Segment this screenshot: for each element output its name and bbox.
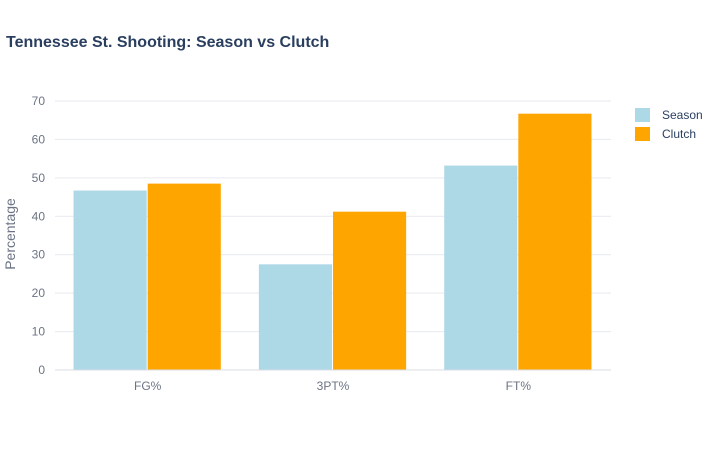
bar-clutch-1[interactable] xyxy=(333,211,407,370)
legend-swatch-clutch[interactable] xyxy=(635,127,650,141)
bar-clutch-0[interactable] xyxy=(147,183,221,370)
chart-title: Tennessee St. Shooting: Season vs Clutch xyxy=(6,34,330,51)
y-tick-label: 30 xyxy=(32,248,46,262)
y-tick-label: 40 xyxy=(32,209,46,223)
x-tick-label: FT% xyxy=(506,379,532,393)
legend-swatch-season[interactable] xyxy=(635,108,650,122)
bar-season-0[interactable] xyxy=(73,190,147,370)
x-tick-label: FG% xyxy=(134,379,162,393)
y-axis-title: Percentage xyxy=(2,198,18,270)
bar-season-1[interactable] xyxy=(258,264,332,370)
y-tick-label: 0 xyxy=(38,363,45,377)
y-tick-label: 20 xyxy=(32,286,46,300)
y-tick-label: 50 xyxy=(32,171,46,185)
y-tick-label: 70 xyxy=(32,94,46,108)
legend-label-clutch[interactable]: Clutch xyxy=(662,127,696,141)
bar-clutch-2[interactable] xyxy=(518,113,592,370)
y-tick-label: 10 xyxy=(32,325,46,339)
bar-season-2[interactable] xyxy=(444,165,518,370)
y-tick-label: 60 xyxy=(32,132,46,146)
legend-label-season[interactable]: Season xyxy=(662,108,703,122)
x-tick-label: 3PT% xyxy=(317,379,350,393)
